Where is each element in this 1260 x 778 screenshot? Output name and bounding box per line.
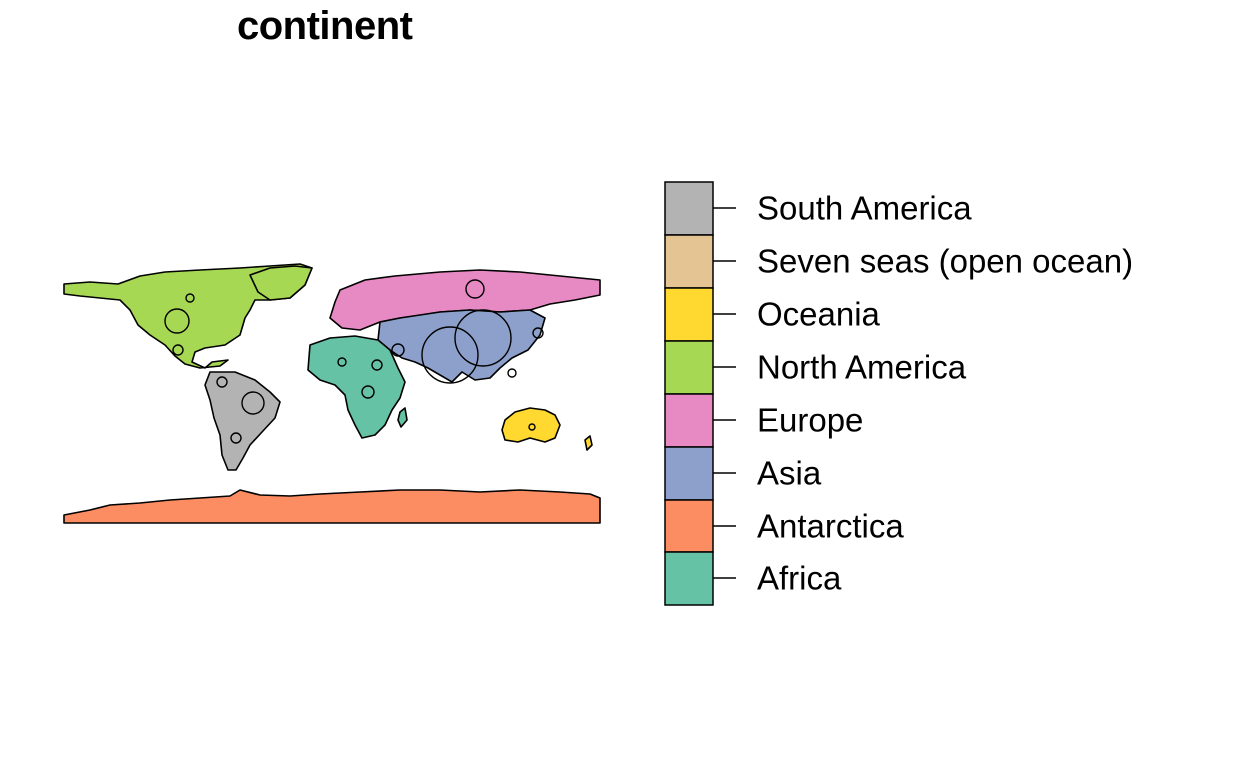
legend-label-north-america: North America (757, 348, 967, 386)
legend-swatch-antarctica (664, 499, 714, 553)
symbol-circle (391, 343, 405, 357)
region-greenland (249, 265, 313, 301)
symbol-circle (371, 359, 383, 371)
symbol-circle (361, 385, 375, 399)
region-africa (307, 335, 406, 439)
region-new-zealand (584, 435, 593, 451)
legend-label-seven-seas: Seven seas (open ocean) (757, 242, 1134, 280)
legend-label-africa: Africa (757, 559, 842, 597)
map-title: continent (237, 4, 413, 48)
legend-swatch-oceania (664, 287, 714, 342)
legend-swatch-asia (664, 446, 714, 501)
legend-label-asia: Asia (757, 454, 822, 492)
legend-swatch-africa (664, 551, 714, 606)
symbol-circle (507, 368, 517, 378)
legend-swatch-south-america (664, 181, 714, 236)
legend-label-europe: Europe (757, 401, 864, 439)
legend-swatch-seven-seas (664, 234, 714, 289)
symbol-circle (421, 326, 479, 384)
region-south-america (204, 371, 281, 471)
legend-swatch-europe (664, 393, 714, 448)
region-asia (377, 309, 546, 383)
legend-label-antarctica: Antarctica (757, 507, 904, 545)
symbol-circle (172, 344, 184, 356)
symbol-circle (230, 432, 242, 444)
legend-label-south-america: South America (757, 189, 972, 227)
symbol-circle (164, 308, 190, 334)
symbol-circle (337, 357, 347, 367)
symbol-circle (185, 293, 195, 303)
symbol-circle (454, 309, 512, 367)
symbol-circle (528, 423, 536, 431)
symbol-circle (216, 376, 228, 388)
region-madagascar (397, 407, 408, 428)
region-antarctica (63, 489, 601, 524)
symbol-circle (465, 279, 485, 299)
legend-label-oceania: Oceania (757, 295, 880, 333)
symbol-circle (241, 391, 265, 415)
symbol-circle (532, 327, 544, 339)
region-australia (501, 407, 561, 443)
legend-swatch-north-america (664, 340, 714, 395)
